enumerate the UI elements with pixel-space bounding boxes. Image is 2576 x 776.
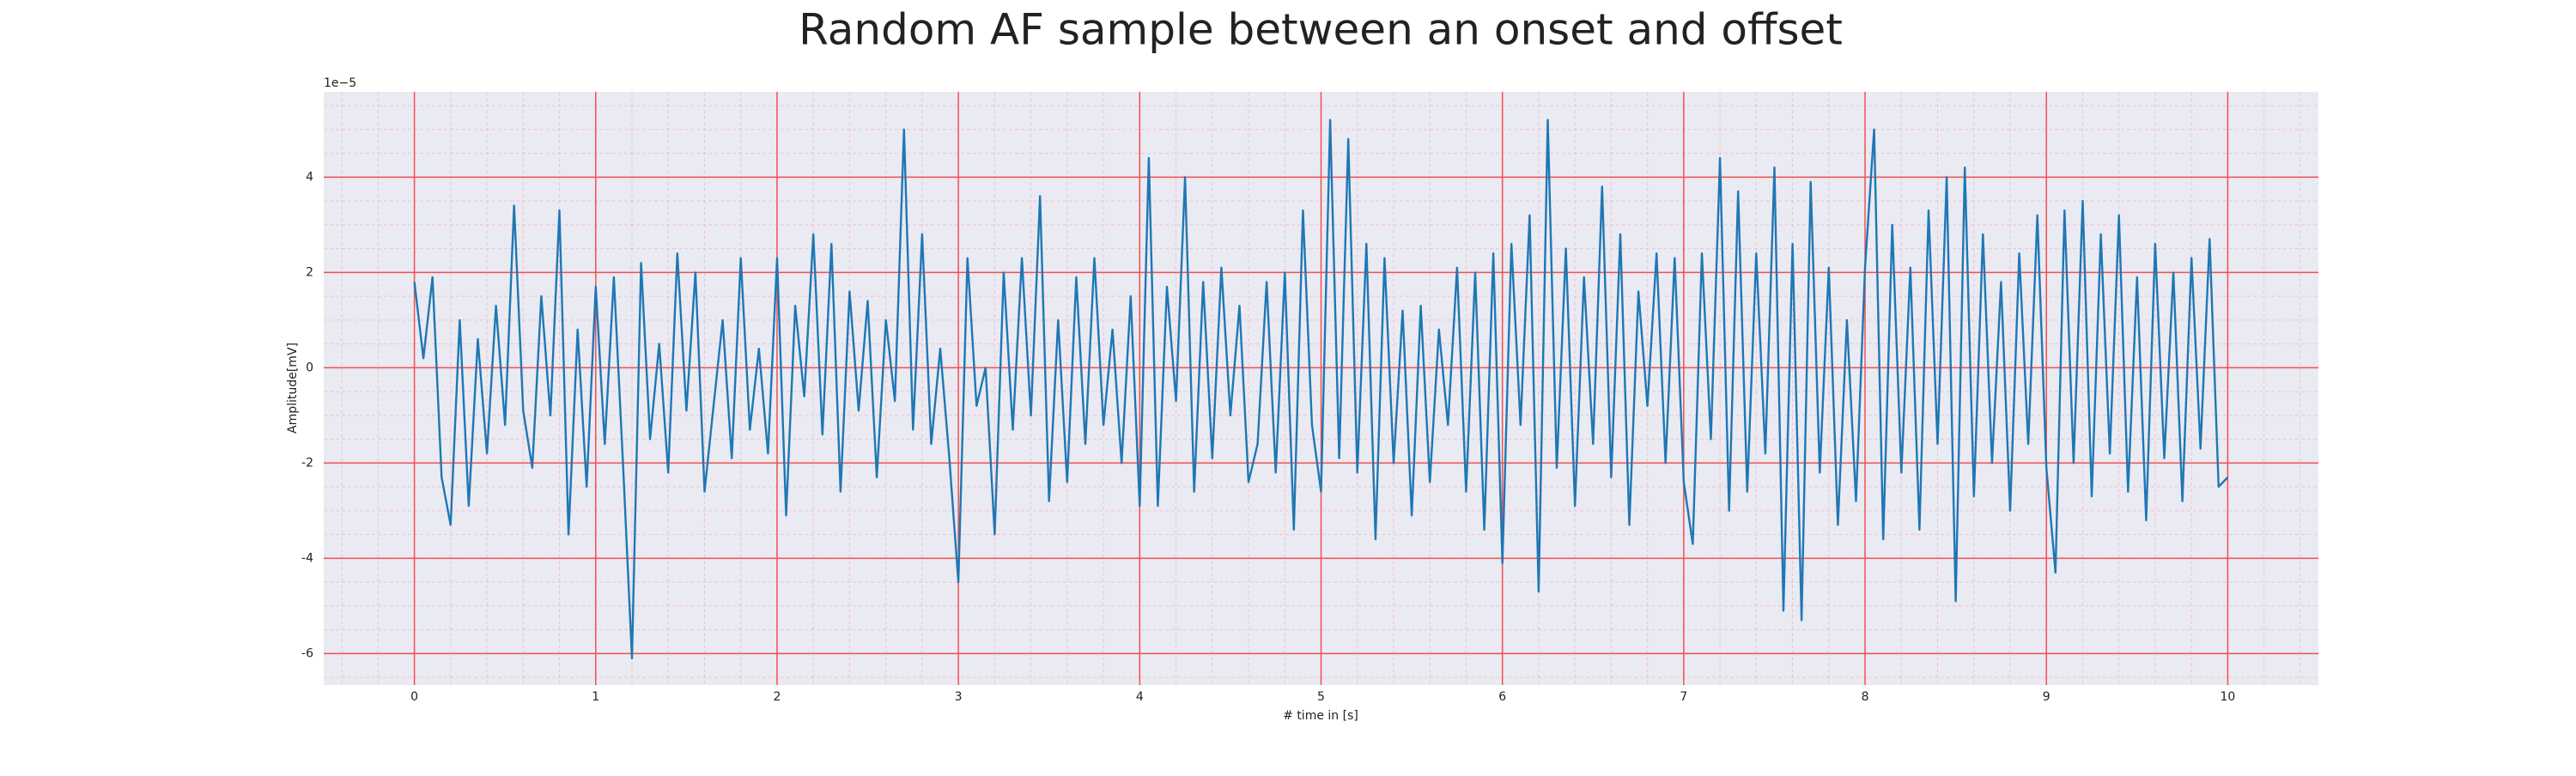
y-tick-label: -6 xyxy=(301,646,313,660)
y-axis-label: Amplitude[mV] xyxy=(286,343,300,433)
x-tick-label: 0 xyxy=(410,690,418,704)
x-tick-label: 7 xyxy=(1680,690,1687,704)
x-tick-label: 4 xyxy=(1136,690,1144,704)
x-axis-label: # time in [s] xyxy=(1283,709,1358,723)
y-tick-label: -2 xyxy=(301,456,313,470)
x-tick-label: 2 xyxy=(773,690,781,704)
x-tick-label: 8 xyxy=(1862,690,1869,704)
x-tick-label: 5 xyxy=(1317,690,1325,704)
x-tick-label: 10 xyxy=(2220,690,2235,704)
y-tick-label: 2 xyxy=(306,265,313,279)
x-tick-label: 3 xyxy=(955,690,963,704)
y-tick-label: 4 xyxy=(306,170,313,184)
y-offset-label: 1e−5 xyxy=(324,76,356,90)
x-tick-label: 1 xyxy=(592,690,599,704)
x-tick-label: 6 xyxy=(1498,690,1506,704)
y-tick-label: 0 xyxy=(306,361,313,374)
y-tick-label: -4 xyxy=(301,551,313,565)
data-line xyxy=(413,118,2229,660)
chart-title: Random AF sample between an onset and of… xyxy=(799,5,1843,55)
x-tick-label: 9 xyxy=(2043,690,2050,704)
